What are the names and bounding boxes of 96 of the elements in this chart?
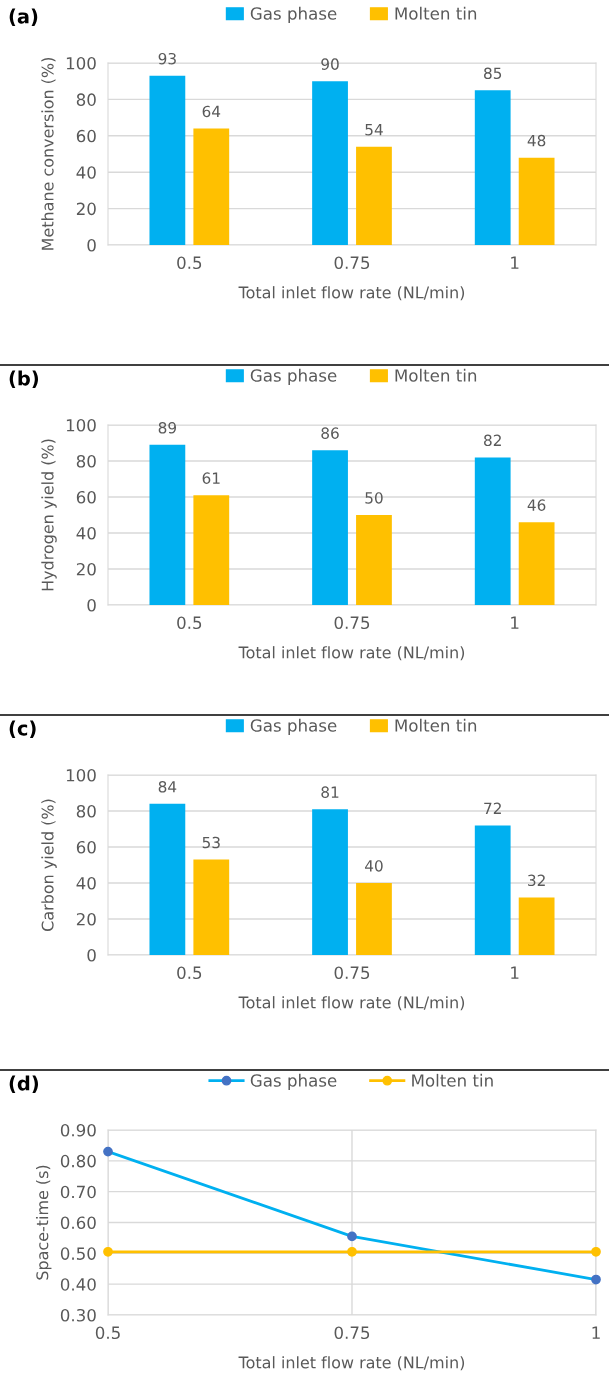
x-tick-label: 0.75 bbox=[334, 966, 370, 980]
y-tick-label: 20 bbox=[76, 912, 96, 926]
y-axis-title: Methane conversion (%) bbox=[41, 58, 56, 250]
y-tick-label: 80 bbox=[76, 93, 96, 106]
legend-label: Molten tin bbox=[412, 1073, 493, 1087]
y-tick-label: 60 bbox=[76, 840, 96, 854]
data-label: 48 bbox=[527, 134, 546, 147]
data-label: 89 bbox=[158, 421, 177, 434]
data-label: 54 bbox=[365, 124, 383, 136]
x-tick-label: 0.75 bbox=[334, 616, 370, 630]
y-tick-label: 40 bbox=[76, 876, 96, 890]
bar bbox=[356, 883, 392, 955]
chart-title: (c) bbox=[9, 720, 36, 738]
data-label: 64 bbox=[202, 105, 221, 118]
x-tick-label: 0.5 bbox=[95, 1326, 120, 1340]
y-tick-label: 0.30 bbox=[60, 1308, 96, 1322]
point bbox=[591, 1246, 601, 1257]
legend-label: Gas phase bbox=[250, 368, 337, 385]
x-tick-label: 1 bbox=[592, 1326, 600, 1339]
bar bbox=[149, 444, 186, 605]
x-tick-label: 0.5 bbox=[177, 616, 202, 630]
bar bbox=[474, 90, 511, 245]
y-tick-label: 80 bbox=[76, 804, 96, 818]
y-tick-label: 0.90 bbox=[60, 1123, 96, 1137]
y-tick-label: 0 bbox=[87, 598, 96, 612]
x-tick-label: 0.75 bbox=[334, 256, 370, 270]
bar bbox=[474, 457, 511, 605]
y-tick-label: 20 bbox=[76, 202, 96, 216]
bar bbox=[474, 825, 511, 955]
x-axis-title: Total inlet flow rate (NL/min) bbox=[238, 1356, 465, 1371]
bar bbox=[193, 128, 230, 245]
y-tick-label: 0 bbox=[87, 238, 96, 252]
legend-label: Gas phase bbox=[250, 718, 337, 735]
data-label: 82 bbox=[484, 434, 501, 447]
y-tick-label: 40 bbox=[76, 166, 96, 179]
bar bbox=[518, 897, 555, 955]
x-tick-label: 0.5 bbox=[177, 966, 202, 980]
chart-title: (a) bbox=[9, 8, 38, 26]
legend-label: Gas phase bbox=[250, 1073, 337, 1090]
data-label: 90 bbox=[321, 58, 339, 70]
bar bbox=[312, 809, 348, 955]
bar bbox=[312, 81, 348, 245]
y-tick-label: 0.60 bbox=[60, 1216, 96, 1230]
y-tick-label: 100 bbox=[66, 418, 96, 432]
y-tick-label: 40 bbox=[76, 526, 96, 540]
y-tick-label: 0.40 bbox=[60, 1278, 96, 1291]
y-tick-label: 100 bbox=[66, 56, 96, 70]
bar bbox=[518, 157, 555, 245]
legend-label: Molten tin bbox=[395, 718, 477, 732]
chart-title: (d) bbox=[9, 1075, 39, 1093]
y-tick-label: 0.50 bbox=[60, 1247, 96, 1260]
bar bbox=[312, 450, 348, 605]
data-label: 61 bbox=[202, 472, 220, 484]
bar bbox=[518, 522, 555, 605]
y-tick-label: 20 bbox=[76, 562, 96, 576]
data-label: 72 bbox=[484, 802, 501, 814]
data-label: 46 bbox=[527, 499, 546, 511]
bar bbox=[149, 803, 186, 955]
y-axis-title: Space-time (s) bbox=[35, 1165, 52, 1280]
x-axis-title: Total inlet flow rate (NL/min) bbox=[238, 646, 465, 661]
y-tick-label: 80 bbox=[76, 454, 96, 468]
y-tick-label: 0.80 bbox=[60, 1154, 96, 1168]
y-tick-label: 60 bbox=[76, 129, 96, 143]
bar bbox=[356, 146, 392, 245]
data-label: 32 bbox=[528, 874, 545, 887]
point bbox=[103, 1246, 113, 1257]
data-label: 81 bbox=[321, 786, 339, 798]
data-label: 86 bbox=[321, 427, 339, 439]
x-tick-label: 0.5 bbox=[177, 256, 202, 270]
x-tick-label: 1 bbox=[511, 966, 519, 979]
data-label: 85 bbox=[484, 67, 502, 80]
y-tick-label: 0 bbox=[87, 948, 96, 962]
data-label: 93 bbox=[158, 52, 176, 65]
y-axis-title: Carbon yield (%) bbox=[41, 799, 57, 931]
x-tick-label: 1 bbox=[511, 256, 519, 269]
data-label: 50 bbox=[365, 492, 383, 504]
bar bbox=[193, 495, 230, 605]
data-label: 53 bbox=[202, 836, 220, 849]
bar bbox=[149, 75, 186, 245]
legend-label: Molten tin bbox=[395, 368, 477, 382]
y-tick-label: 100 bbox=[66, 768, 96, 782]
y-tick-label: 0.70 bbox=[60, 1185, 96, 1199]
chart-title: (b) bbox=[9, 370, 39, 388]
legend-label: Gas phase bbox=[250, 6, 337, 23]
x-axis-title: Total inlet flow rate (NL/min) bbox=[238, 286, 465, 301]
bar bbox=[356, 515, 392, 605]
x-tick-label: 0.75 bbox=[334, 1326, 370, 1340]
data-label: 84 bbox=[158, 780, 177, 793]
point bbox=[347, 1246, 357, 1257]
y-tick-label: 60 bbox=[76, 490, 96, 504]
bar bbox=[193, 859, 230, 955]
data-label: 40 bbox=[364, 860, 383, 872]
x-tick-label: 1 bbox=[511, 616, 519, 629]
y-axis-title: Hydrogen yield (%) bbox=[41, 439, 57, 591]
x-axis-title: Total inlet flow rate (NL/min) bbox=[238, 996, 465, 1011]
legend-label: Molten tin bbox=[395, 6, 477, 20]
